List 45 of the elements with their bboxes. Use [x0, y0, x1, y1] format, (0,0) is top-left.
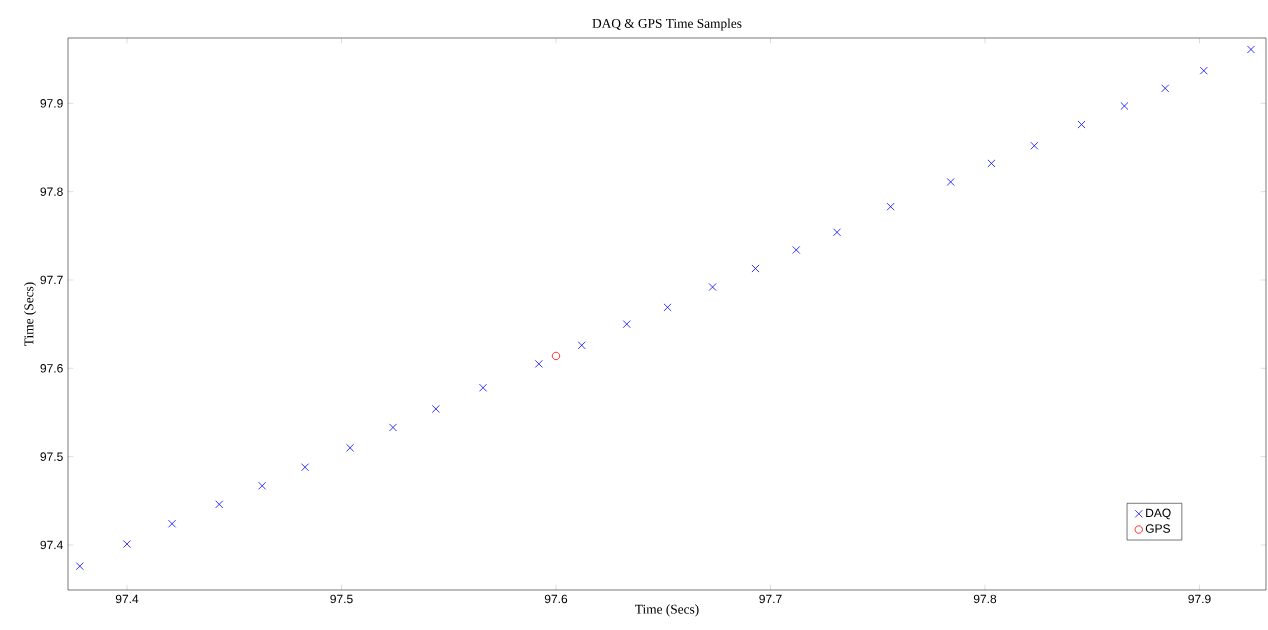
point — [1246, 45, 1255, 54]
point — [168, 519, 177, 528]
point — [1120, 102, 1129, 110]
point — [1161, 84, 1170, 93]
point — [258, 481, 267, 490]
point — [388, 423, 397, 432]
x-axis-title: Time (Secs) — [635, 604, 699, 617]
point — [301, 463, 310, 472]
point — [622, 320, 631, 329]
point — [833, 228, 841, 237]
point — [708, 283, 717, 292]
point — [215, 500, 224, 509]
point — [479, 383, 488, 392]
point — [987, 159, 996, 168]
legend-label: GPS — [1145, 524, 1170, 533]
point — [1030, 141, 1039, 150]
y-tick-label: 97.5 — [40, 452, 63, 461]
y-tick-label: 97.6 — [40, 364, 63, 373]
point — [534, 359, 543, 368]
x-tick-label: 97.7 — [759, 594, 782, 604]
point — [123, 540, 131, 549]
point — [886, 202, 895, 211]
y-axis-title: Time (Secs) — [24, 282, 37, 346]
point — [431, 404, 440, 413]
x-tick-label: 97.5 — [330, 594, 353, 604]
y-tick-label: 97.8 — [40, 187, 63, 196]
point — [551, 351, 561, 361]
point — [792, 245, 801, 254]
point — [1077, 120, 1086, 129]
x-tick-label: 97.4 — [115, 594, 139, 604]
x-tick-label: 97.6 — [544, 594, 568, 604]
y-tick-label: 97.4 — [40, 540, 63, 550]
point — [346, 443, 355, 452]
point — [75, 562, 84, 571]
x-tick-label: 97.9 — [1188, 594, 1211, 604]
x-tick-label: 97.8 — [973, 594, 997, 604]
point — [577, 341, 586, 350]
legend-label: DAQ — [1146, 508, 1171, 520]
y-tick-label: 97.9 — [40, 99, 63, 108]
point — [663, 303, 672, 312]
point — [751, 264, 760, 273]
chart-title: DAQ & GPS Time Samples — [592, 18, 742, 31]
point — [1199, 66, 1208, 75]
y-tick-label: 97.7 — [40, 275, 63, 285]
point — [946, 177, 955, 186]
